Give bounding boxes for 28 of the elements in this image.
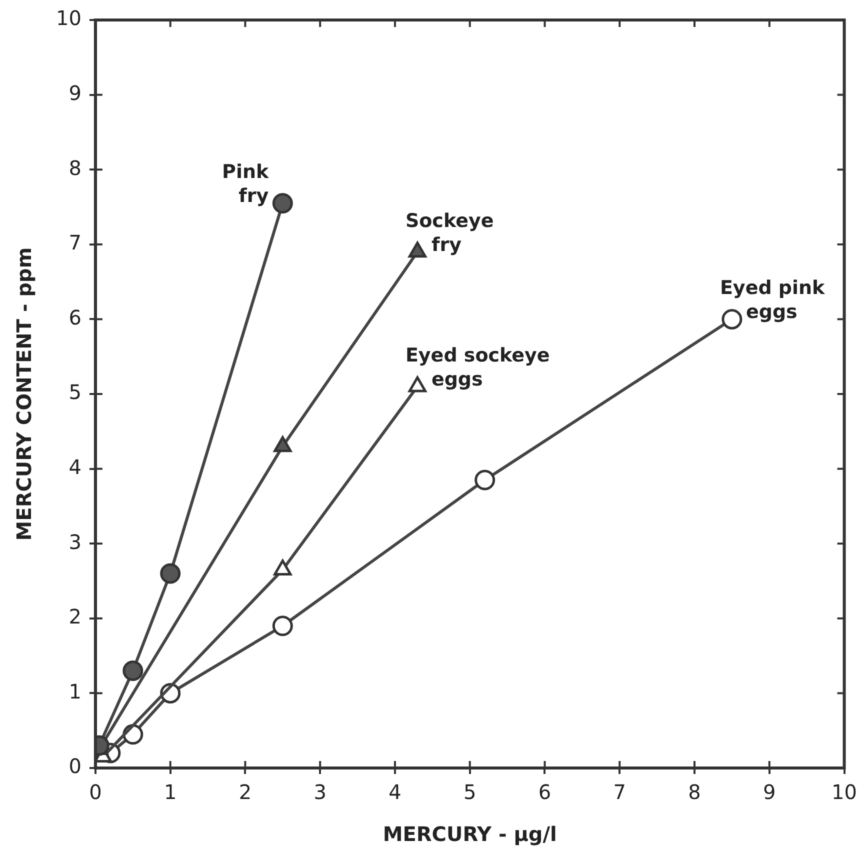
y-tick-label: 2: [68, 604, 82, 629]
x-axis-title: MERCURY - µg/l: [382, 822, 557, 846]
series-label: Sockeye fry: [405, 210, 494, 256]
y-tick-label: 0: [68, 754, 82, 778]
x-tick-label: 3: [314, 780, 326, 804]
series-label: Eyed sockeye eggs: [405, 344, 550, 390]
series-label: Eyed pink eggs: [720, 277, 826, 324]
y-tick-label: 7: [68, 230, 82, 255]
y-tick-label: 3: [68, 530, 82, 554]
x-tick-label: 10: [832, 780, 857, 804]
x-tick-label: 0: [89, 780, 102, 804]
x-tick-label: 7: [613, 780, 626, 804]
x-tick-label: 4: [388, 780, 402, 804]
y-tick-label: 4: [68, 455, 82, 480]
y-tick-label: 5: [68, 380, 82, 404]
x-tick-label: 9: [763, 780, 776, 804]
y-tick-label: 9: [68, 81, 82, 106]
x-tick-label: 5: [463, 780, 476, 804]
y-tick-label: 8: [68, 156, 82, 180]
y-tick-label: 1: [68, 679, 82, 704]
series-label: Pink fry: [222, 161, 270, 208]
y-tick-label: 10: [56, 6, 82, 30]
y-tick-label: 6: [68, 305, 82, 330]
x-tick-label: 6: [538, 780, 552, 804]
x-tick-label: 8: [688, 780, 701, 804]
y-axis-title: MERCURY CONTENT - ppm: [12, 247, 36, 541]
x-tick-label: 1: [164, 780, 177, 804]
x-tick-label: 2: [238, 780, 252, 804]
